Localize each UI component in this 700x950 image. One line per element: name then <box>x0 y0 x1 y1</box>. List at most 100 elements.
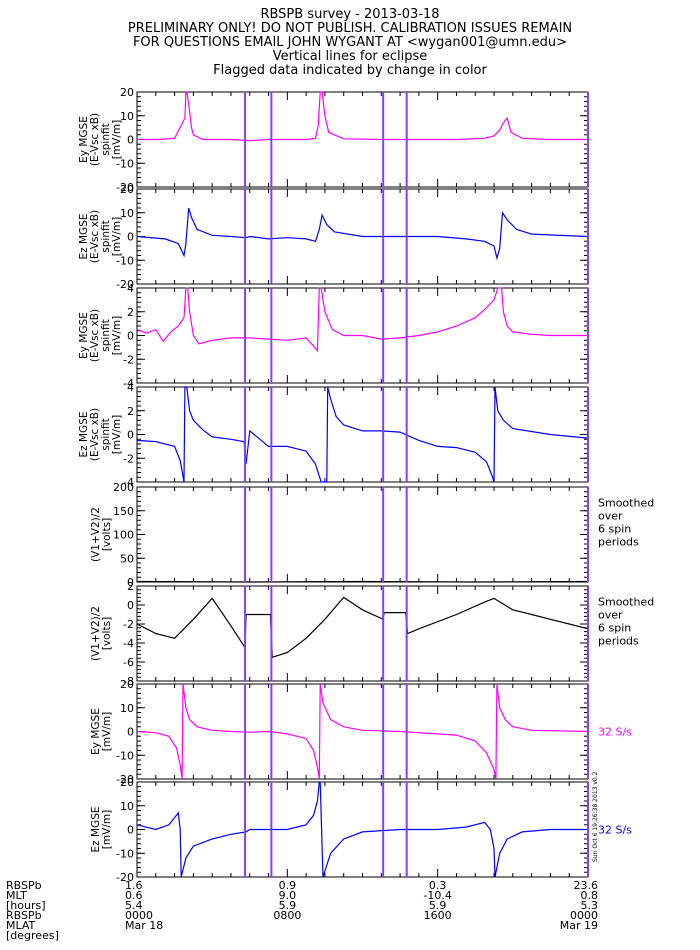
y-tick-label: -20 <box>116 278 134 291</box>
bottom-tick-label: 0000 <box>570 909 598 922</box>
y-axis-label: (V1+V2)/2 [volts] <box>90 507 113 562</box>
y-tick-label: 0 <box>127 599 134 612</box>
side-label: 6 spin <box>598 523 631 536</box>
y-tick-label: 4 <box>127 381 134 394</box>
y-axis-label: (V1+V2)/2 [volts] <box>90 606 113 661</box>
y-tick-label: 20 <box>120 86 134 99</box>
y-axis-label-line: (E-Vsc xB) <box>89 408 101 461</box>
y-axis-label-line: [mV/m] <box>111 316 123 355</box>
bottom-row-name: RBSPb <box>6 909 42 922</box>
y-axis-label-line: spinfit <box>100 319 112 351</box>
bottom-tick-label: Mar 19 <box>560 919 598 932</box>
y-tick-label: 20 <box>120 183 134 196</box>
series-line <box>136 683 589 780</box>
y-tick-label: -4 <box>123 476 134 489</box>
series-line <box>136 386 589 483</box>
y-axis-label-line: (E-Vsc xB) <box>89 210 101 263</box>
y-axis-label: Ey MGSE (E-Vsc xB) spinfit [mV/m] <box>78 113 123 166</box>
bottom-tick-label: Mar 18 <box>125 919 163 932</box>
y-tick-label: 20 <box>120 678 134 691</box>
y-tick-label: 10 <box>120 702 134 715</box>
bottom-tick-label: 5.9 <box>279 899 297 912</box>
y-axis-label: Ez MGSE (E-Vsc xB) spinfit [mV/m] <box>78 210 123 263</box>
panel-frame <box>136 781 589 878</box>
bottom-tick-label: 0.3 <box>429 879 447 892</box>
y-axis-label-line: (E-Vsc xB) <box>89 113 101 166</box>
y-tick-label: 0 <box>127 231 134 244</box>
y-tick-label: -4 <box>123 637 134 650</box>
y-axis-label-line: Ey MGSE <box>78 116 90 163</box>
series-line <box>136 580 589 583</box>
y-tick-label: 2 <box>127 306 134 319</box>
y-axis-label: Ez MGSE [mV/m] <box>90 807 113 853</box>
y-tick-label: -6 <box>123 656 134 669</box>
bottom-row-name: MLAT <box>6 919 36 932</box>
bottom-tick-label: 0.9 <box>279 879 297 892</box>
side-label: over <box>598 609 623 622</box>
bottom-row-name: [degrees] <box>6 929 59 942</box>
series-line <box>136 207 589 261</box>
side-label: over <box>598 510 623 523</box>
y-tick-label: -2 <box>123 452 134 465</box>
y-tick-label: -2 <box>123 353 134 366</box>
bottom-tick-label: 5.9 <box>429 899 447 912</box>
y-tick-label: -8 <box>123 675 134 688</box>
panel-frame <box>136 683 589 780</box>
y-axis-label-line: [mV/m] <box>111 120 123 159</box>
y-axis-label-line: [mV/m] <box>111 415 123 454</box>
bottom-tick-label: 0.8 <box>581 889 599 902</box>
y-tick-label: 150 <box>113 505 134 518</box>
bottom-row-name: MLT <box>6 889 27 902</box>
y-tick-label: -10 <box>116 847 134 860</box>
y-tick-label: 100 <box>113 529 134 542</box>
y-axis-label-line: [volts] <box>101 518 113 551</box>
y-tick-label: -4 <box>123 377 134 390</box>
y-tick-label: 10 <box>120 800 134 813</box>
y-axis-label-line: [volts] <box>101 617 113 650</box>
panel-frame <box>136 486 589 583</box>
bottom-tick-label: 5.4 <box>125 899 143 912</box>
y-axis-label-line: Ey MGSE <box>78 312 90 359</box>
y-axis-label-line: Ez MGSE <box>78 412 90 458</box>
bottom-tick-label: -10.4 <box>423 889 451 902</box>
bottom-tick-label: 0000 <box>125 909 153 922</box>
y-axis-label-line: (V1+V2)/2 <box>90 606 102 661</box>
y-tick-label: -2 <box>123 618 134 631</box>
bottom-tick-label: 5.3 <box>581 899 599 912</box>
y-axis-label-line: spinfit <box>100 418 112 450</box>
y-tick-label: 2 <box>127 405 134 418</box>
date-stamp: Sun Oct 6 19:26:38 2013 v0.2 <box>592 771 599 862</box>
y-tick-label: 2 <box>127 580 134 593</box>
y-tick-label: 0 <box>127 429 134 442</box>
series-line <box>137 91 588 142</box>
y-axis-label-line: (E-Vsc xB) <box>89 309 101 362</box>
series-line <box>136 781 588 878</box>
title-line-4: Vertical lines for eclipse <box>272 49 428 64</box>
y-axis-label-line: Ey MGSE <box>90 708 102 755</box>
side-label: periods <box>598 635 639 648</box>
side-label: Smoothed <box>598 497 654 510</box>
y-tick-label: 0 <box>127 134 134 147</box>
y-tick-label: 0 <box>127 824 134 837</box>
y-tick-label: -10 <box>116 254 134 267</box>
bottom-tick-label: 0.6 <box>125 889 143 902</box>
y-axis-label-line: [mV/m] <box>111 217 123 256</box>
side-label: 32 S/s <box>598 824 632 837</box>
y-axis-label-line: [mV/m] <box>101 712 113 751</box>
bottom-tick-label: 1.6 <box>125 879 143 892</box>
y-tick-label: 20 <box>120 776 134 789</box>
y-axis-label: Ez MGSE (E-Vsc xB) spinfit [mV/m] <box>78 408 123 461</box>
y-tick-label: -10 <box>116 157 134 170</box>
panel-frame <box>136 585 589 682</box>
y-tick-label: 200 <box>113 481 134 494</box>
bottom-tick-label: 9.0 <box>279 889 297 902</box>
title-line-5: Flagged data indicated by change in colo… <box>213 63 487 78</box>
panel-frame <box>136 386 589 483</box>
y-tick-label: 10 <box>120 207 134 220</box>
y-axis-label-line: Ez MGSE <box>90 807 102 853</box>
side-label: Smoothed <box>598 596 654 609</box>
y-axis-label-line: [mV/m] <box>101 810 113 849</box>
bottom-tick-label: 23.6 <box>574 879 599 892</box>
y-tick-label: -20 <box>116 181 134 194</box>
